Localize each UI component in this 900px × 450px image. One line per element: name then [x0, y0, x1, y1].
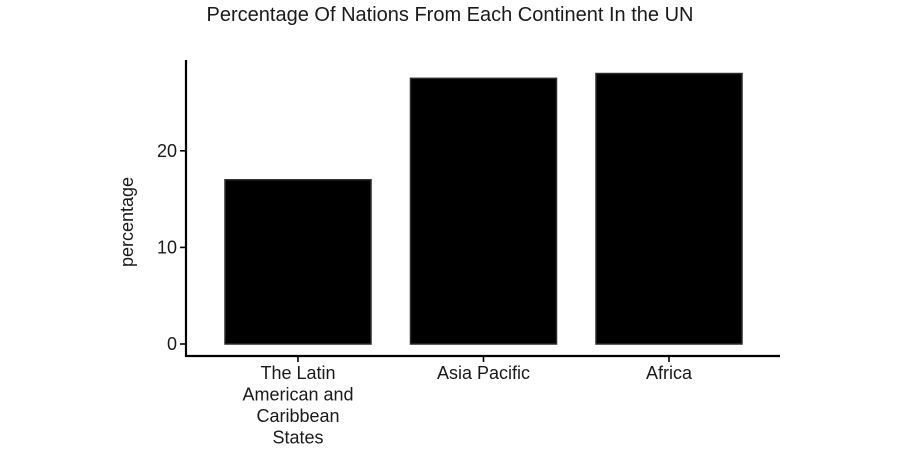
bar-0 — [224, 179, 372, 345]
labels-group: 0 10 20 The Latin American and Caribbean State… — [117, 141, 693, 448]
y-tick-label-0: 0 — [167, 334, 177, 354]
bar-1 — [409, 77, 558, 345]
x-tick-label-1: Asia Pacific — [437, 363, 530, 383]
y-tick-label-2: 20 — [157, 141, 177, 161]
chart-title: Percentage Of Nations From Each Continen… — [206, 4, 694, 26]
y-axis-label: percentage — [117, 177, 137, 267]
x-tick-label-2: Africa — [646, 363, 693, 383]
bar-2 — [595, 72, 743, 345]
bars-group — [224, 72, 743, 345]
x-tick-label-0: The Latin American and Caribbean States — [242, 363, 353, 448]
y-tick-label-1: 10 — [157, 237, 177, 257]
axes-group — [180, 60, 780, 362]
